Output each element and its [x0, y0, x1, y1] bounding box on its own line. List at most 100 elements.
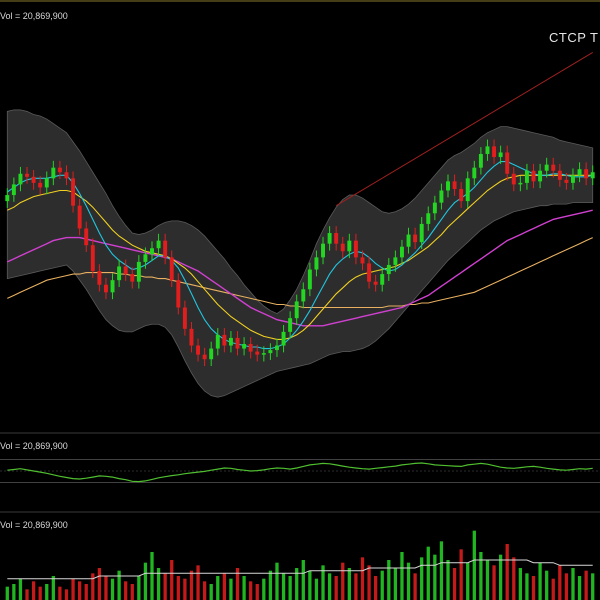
- candle: [373, 274, 378, 292]
- price-panel-label: Vol = 20,869,900: [0, 11, 68, 21]
- candle: [51, 160, 56, 186]
- volume-bar: [301, 560, 305, 600]
- volume-bar: [137, 576, 141, 600]
- candle: [485, 139, 490, 161]
- volume-bar: [235, 568, 240, 600]
- candle: [156, 233, 161, 256]
- candle: [524, 163, 529, 190]
- candle: [347, 233, 352, 259]
- volume-panel: [5, 530, 595, 600]
- bollinger-band: [6, 109, 594, 398]
- volume-bar: [334, 576, 338, 600]
- volume-bar: [64, 589, 69, 600]
- volume-bar: [505, 544, 509, 600]
- volume-bar: [209, 584, 213, 600]
- volume-bar: [433, 554, 437, 600]
- volume-bar: [538, 562, 542, 600]
- volume-bar: [143, 562, 148, 600]
- candle: [64, 165, 69, 186]
- volume-bar: [38, 586, 42, 600]
- volume-bar: [341, 562, 345, 600]
- volume-bar: [380, 570, 384, 600]
- candle: [551, 157, 556, 178]
- volume-bar: [518, 568, 522, 600]
- candle: [202, 347, 207, 367]
- candle: [367, 256, 372, 289]
- volume-bar: [130, 584, 134, 600]
- ma-long-line: [7, 237, 593, 309]
- candle: [465, 171, 470, 208]
- candle: [386, 258, 391, 281]
- volume-bar: [295, 568, 299, 600]
- candle: [511, 166, 516, 192]
- volume-bar: [564, 573, 569, 600]
- candle: [215, 328, 220, 356]
- volume-bar: [452, 568, 457, 600]
- volume-bar: [268, 570, 273, 600]
- candle: [393, 250, 398, 272]
- volume-bar: [150, 552, 154, 600]
- volume-bar: [5, 586, 9, 600]
- volume-bar: [84, 584, 88, 600]
- candle: [281, 325, 286, 353]
- volume-bar: [459, 549, 463, 600]
- volume-bar: [406, 562, 411, 600]
- candle: [446, 174, 450, 198]
- volume-bar: [413, 573, 417, 600]
- candle: [25, 166, 29, 184]
- volume-bar: [163, 573, 167, 600]
- candle: [44, 171, 49, 195]
- candle: [419, 217, 424, 249]
- candle: [242, 337, 247, 356]
- candle: [452, 174, 457, 196]
- volume-bar: [71, 578, 75, 600]
- candle: [228, 331, 233, 353]
- volume-bar: [262, 578, 266, 600]
- candle: [268, 343, 273, 360]
- volume-bar: [281, 573, 286, 600]
- volume-bar: [196, 565, 200, 600]
- candle: [531, 163, 536, 189]
- volume-bar: [183, 578, 187, 600]
- candle: [71, 171, 76, 213]
- oscillator-panel-label: Vol = 20,869,900: [0, 441, 68, 451]
- volume-bar: [216, 576, 220, 600]
- candle: [261, 346, 266, 362]
- candle: [492, 139, 497, 164]
- candle: [577, 162, 582, 183]
- candle: [564, 173, 569, 190]
- candle: [209, 341, 214, 367]
- volume-bar: [472, 530, 476, 600]
- chart-title: CTCP T: [549, 30, 599, 45]
- volume-bar: [439, 541, 444, 600]
- oscillator-line: [7, 462, 593, 483]
- volume-panel-label: Vol = 20,869,900: [0, 520, 68, 530]
- volume-bar: [577, 576, 582, 600]
- volume-bar: [558, 565, 562, 600]
- volume-bar: [531, 576, 536, 600]
- candle: [31, 169, 36, 190]
- volume-bar: [229, 578, 233, 600]
- volume-bar: [110, 578, 115, 600]
- volume-bar: [189, 570, 194, 600]
- candle: [294, 294, 299, 325]
- candle: [478, 147, 483, 175]
- candle: [590, 165, 595, 186]
- volume-bar: [354, 573, 358, 600]
- volume-bar: [12, 584, 16, 600]
- candle: [518, 176, 523, 192]
- volume-bar: [426, 546, 430, 600]
- candle: [413, 227, 418, 249]
- candle: [130, 267, 135, 289]
- volume-bar: [156, 568, 161, 600]
- candle: [406, 227, 411, 254]
- candle: [538, 163, 543, 189]
- candle: [584, 162, 589, 186]
- volume-bar: [479, 552, 483, 600]
- candle: [557, 163, 562, 187]
- volume-bar: [288, 576, 292, 600]
- price-panel: [5, 52, 595, 398]
- candle: [544, 157, 549, 178]
- volume-bar: [492, 565, 496, 600]
- candle: [498, 145, 503, 164]
